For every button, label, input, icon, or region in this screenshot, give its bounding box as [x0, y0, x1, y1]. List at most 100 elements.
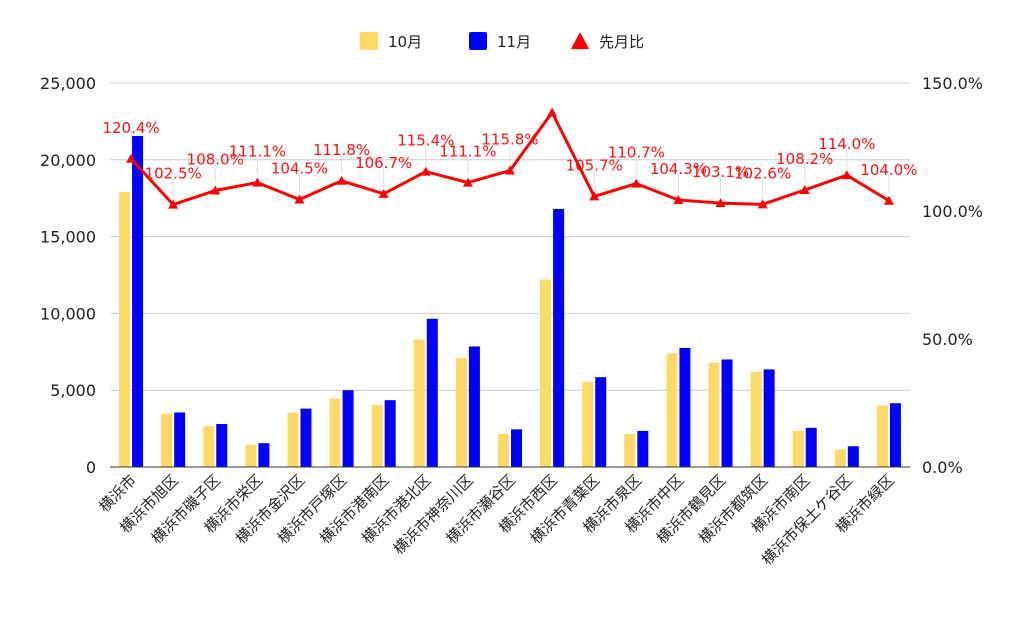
bar-11月 [132, 135, 144, 467]
line-data-label: 104.5% [271, 159, 328, 177]
line-point [336, 175, 347, 185]
bar-11月 [384, 400, 396, 467]
bar-11月 [300, 408, 312, 467]
line-point [210, 185, 221, 195]
line-point [547, 107, 558, 117]
line-point [294, 194, 305, 204]
bar-10月 [876, 405, 888, 467]
line-data-labels: 120.4%102.5%108.0%111.1%104.5%111.8%106.… [102, 119, 918, 197]
left-tick-label: 25,000 [40, 74, 96, 93]
bar-10月 [498, 433, 509, 467]
line-series [126, 107, 894, 209]
bar-10月 [245, 444, 257, 467]
line-data-label: 106.7% [355, 154, 412, 172]
bar-10月 [708, 362, 720, 467]
line-point [505, 165, 515, 175]
bar-11月 [342, 390, 354, 467]
left-tick-label: 15,000 [40, 228, 96, 247]
bar-10月 [455, 357, 467, 467]
bar-11月 [174, 412, 186, 467]
bar-11月 [426, 318, 438, 467]
bar-10月 [540, 279, 552, 467]
line-data-label: 120.4% [102, 119, 159, 137]
right-tick-label: 150.0% [922, 74, 983, 93]
line-data-label: 104.3% [650, 160, 707, 178]
line-point [168, 199, 179, 209]
line-point [631, 178, 642, 188]
bar-10月 [624, 433, 636, 467]
line-data-label: 114.0% [818, 135, 875, 153]
left-axis-ticks: 0 5,000 10,000 15,000 20,000 25,000 [40, 74, 96, 477]
bar-11月 [216, 423, 228, 467]
left-tick-label: 5,000 [50, 381, 96, 400]
bar-10月 [413, 339, 425, 467]
right-tick-label: 100.0% [922, 202, 983, 221]
line-point [757, 199, 768, 209]
line-data-label: 103.1% [692, 163, 749, 181]
bar-10月 [582, 381, 594, 467]
bar-11月 [595, 377, 607, 467]
line-point [799, 185, 810, 195]
legend-label: 先月比 [599, 33, 644, 51]
line-point [715, 198, 726, 208]
line-data-label: 110.7% [608, 144, 665, 162]
line-point [673, 194, 684, 204]
bar-11月 [468, 346, 480, 467]
category-labels: 横浜市横浜市旭区横浜市磯子区横浜市栄区横浜市金沢区横浜市戸塚区横浜市港南区横浜市… [95, 471, 897, 569]
left-tick-label: 10,000 [40, 304, 96, 323]
line-data-label: 111.1% [229, 143, 286, 161]
line-data-label: 102.5% [145, 165, 202, 183]
line-data-label: 111.1% [439, 143, 496, 161]
right-axis-ticks: 0.0% 50.0% 100.0% 150.0% [922, 74, 983, 477]
bar-series [119, 135, 901, 467]
bar-11月 [679, 347, 691, 467]
line-data-label: 111.8% [313, 141, 370, 159]
line-data-label: 115.8% [481, 131, 538, 149]
right-tick-label: 0.0% [922, 458, 963, 477]
bar-10月 [834, 449, 846, 467]
bar-10月 [203, 426, 215, 467]
line-data-label: 108.2% [776, 150, 833, 168]
gridlines [110, 82, 910, 391]
legend-label: 11月 [497, 33, 531, 51]
legend-swatch [469, 32, 487, 50]
line-point [378, 188, 389, 198]
line-point [252, 177, 263, 187]
line-point [883, 195, 894, 205]
bar-11月 [553, 208, 565, 467]
line-point [841, 170, 852, 180]
left-tick-label: 20,000 [40, 151, 96, 170]
line-point [589, 191, 600, 201]
line-data-label: 115.4% [397, 132, 454, 150]
bar-10月 [750, 371, 762, 467]
bar-11月 [805, 427, 817, 467]
bar-10月 [792, 430, 804, 467]
line-data-label: 104.0% [860, 161, 917, 179]
bar-10月 [371, 404, 383, 467]
line-data-label: 105.7% [566, 156, 623, 174]
legend-swatch [571, 32, 589, 49]
line-point [126, 153, 137, 163]
bar-10月 [666, 353, 678, 467]
bar-10月 [119, 192, 131, 467]
bar-11月 [637, 430, 649, 467]
legend: 10月 11月 先月比 [360, 32, 644, 51]
line-point [420, 166, 431, 176]
line-data-label: 108.0% [187, 151, 244, 169]
left-tick-label: 0 [86, 458, 96, 477]
legend-swatch [360, 32, 378, 50]
bar-11月 [721, 359, 733, 467]
bar-11月 [889, 403, 901, 467]
bar-10月 [329, 398, 341, 467]
bar-11月 [511, 429, 522, 467]
line-data-label: 102.6% [734, 164, 791, 182]
bar-11月 [763, 369, 775, 467]
bar-11月 [847, 446, 859, 467]
legend-label: 10月 [388, 33, 422, 51]
bar-11月 [258, 443, 270, 467]
bar-10月 [161, 414, 173, 467]
line-point [462, 177, 473, 187]
bar-10月 [287, 412, 299, 467]
right-tick-label: 50.0% [922, 330, 973, 349]
